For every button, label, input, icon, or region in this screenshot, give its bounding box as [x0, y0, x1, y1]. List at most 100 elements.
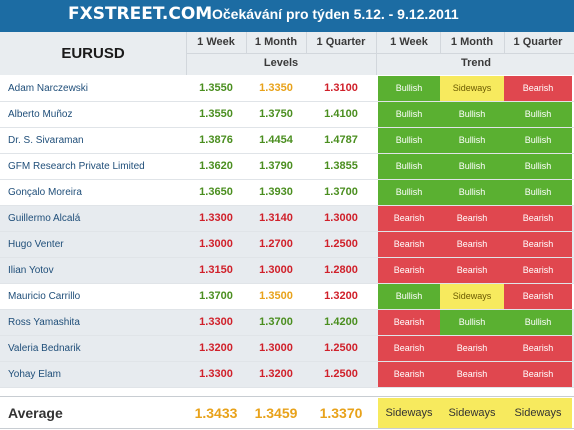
average-trend-week: Sideways [378, 398, 440, 428]
trend-month-badge: Bearish [440, 362, 504, 387]
level-week: 1.3200 [199, 342, 233, 354]
level-week: 1.3150 [199, 264, 233, 276]
row-divider [0, 257, 574, 258]
trend-week-badge: Bearish [378, 232, 440, 257]
table-row: Alberto Muñoz 1.3550 Bullish 1.3750 Bullish 1… [0, 102, 574, 128]
trend-month-badge: Bullish [440, 128, 504, 153]
trend-month-badge: Bullish [440, 102, 504, 127]
trend-week-badge: Bullish [378, 102, 440, 127]
level-quarter: 1.4200 [324, 316, 358, 328]
row-divider [0, 127, 574, 128]
row-divider [0, 205, 574, 206]
row-divider [0, 361, 574, 362]
row-divider [0, 231, 574, 232]
table-row: Valeria Bednarik 1.3200 Bearish 1.3000 Beari… [0, 336, 574, 362]
level-month: 1.3140 [259, 212, 293, 224]
trend-week-badge: Bullish [378, 154, 440, 179]
table-row: Yohay Elam 1.3300 Bearish 1.3200 Bearish 1.25… [0, 362, 574, 388]
table-row: Gonçalo Moreira 1.3650 Bullish 1.3930 Bullis… [0, 180, 574, 206]
average-label: Average [8, 405, 63, 421]
level-quarter: 1.3700 [324, 186, 358, 198]
level-week: 1.3650 [199, 186, 233, 198]
level-month: 1.3790 [259, 160, 293, 172]
table-row: Ilian Yotov 1.3150 Bearish 1.3000 Bearish 1.2… [0, 258, 574, 284]
trend-quarter-badge: Bearish [504, 232, 572, 257]
trend-month-badge: Sideways [440, 76, 504, 101]
header-divider [246, 32, 247, 53]
average-level-quarter: 1.3370 [319, 405, 363, 421]
row-divider [0, 153, 574, 154]
analyst-name[interactable]: Yohay Elam [8, 369, 61, 380]
average-level-week: 1.3433 [194, 405, 238, 421]
header-divider [306, 32, 307, 53]
level-quarter: 1.3200 [324, 290, 358, 302]
trend-week-badge: Bullish [378, 76, 440, 101]
top-bar: FXSTREET.COM Očekávání pro týden 5.12. -… [0, 0, 574, 32]
row-divider [0, 387, 574, 388]
trend-month-badge: Bearish [440, 206, 504, 231]
level-week: 1.3876 [199, 134, 233, 146]
currency-pair-label: EURUSD [61, 45, 125, 62]
trend-week-badge: Bearish [378, 206, 440, 231]
header-divider [440, 32, 441, 53]
level-quarter: 1.3100 [324, 82, 358, 94]
row-divider [0, 283, 574, 284]
level-month: 1.3000 [259, 264, 293, 276]
header-divider [186, 32, 187, 75]
levels-col-quarter: 1 Quarter [316, 36, 366, 48]
analyst-name[interactable]: Ilian Yotov [8, 265, 54, 276]
level-week: 1.3300 [199, 212, 233, 224]
trend-quarter-badge: Bearish [504, 362, 572, 387]
trend-quarter-badge: Bearish [504, 76, 572, 101]
level-quarter: 1.4100 [324, 108, 358, 120]
trend-month-badge: Bearish [440, 258, 504, 283]
trend-month-badge: Bearish [440, 232, 504, 257]
analyst-name[interactable]: Adam Narczewski [8, 83, 89, 94]
trend-week-badge: Bearish [378, 362, 440, 387]
level-month: 1.3350 [259, 82, 293, 94]
trend-quarter-badge: Bullish [504, 102, 572, 127]
level-week: 1.3620 [199, 160, 233, 172]
analyst-name[interactable]: Gonçalo Moreira [8, 187, 82, 198]
analyst-name[interactable]: Ross Yamashita [8, 317, 80, 328]
analyst-name[interactable]: Hugo Venter [8, 239, 64, 250]
average-divider [0, 396, 574, 397]
trend-week-badge: Bullish [378, 284, 440, 309]
trend-week-badge: Bearish [378, 258, 440, 283]
level-month: 1.4454 [259, 134, 293, 146]
trend-quarter-badge: Bearish [504, 258, 572, 283]
trend-quarter-badge: Bullish [504, 180, 572, 205]
fxstreet-logo: FXSTREET.COM [68, 4, 213, 24]
level-quarter: 1.4787 [324, 134, 358, 146]
page-title: Očekávání pro týden 5.12. - 9.12.2011 [212, 6, 459, 22]
average-trend-month: Sideways [440, 398, 504, 428]
level-week: 1.3000 [199, 238, 233, 250]
header-divider [504, 32, 505, 53]
trend-month-badge: Sideways [440, 284, 504, 309]
analyst-name[interactable]: Guillermo Alcalá [8, 213, 81, 224]
trend-col-month: 1 Month [450, 36, 494, 48]
average-trend-quarter: Sideways [504, 398, 572, 428]
level-month: 1.3200 [259, 368, 293, 380]
average-row: Average 1.3433 1.3459 1.3370 Sideways Si… [0, 398, 574, 428]
trend-quarter-badge: Bullish [504, 154, 572, 179]
level-week: 1.3700 [199, 290, 233, 302]
level-quarter: 1.2500 [324, 238, 358, 250]
table-row: Guillermo Alcalá 1.3300 Bearish 1.3140 Beari… [0, 206, 574, 232]
analyst-name[interactable]: Mauricio Carrillo [8, 291, 81, 302]
analyst-name[interactable]: GFM Research Private Limited [8, 161, 145, 172]
analyst-name[interactable]: Alberto Muñoz [8, 109, 73, 120]
level-week: 1.3300 [199, 368, 233, 380]
analyst-name[interactable]: Dr. S. Sivaraman [8, 135, 84, 146]
analyst-name[interactable]: Valeria Bednarik [8, 343, 81, 354]
trend-week-badge: Bearish [378, 310, 440, 335]
trend-quarter-badge: Bullish [504, 310, 572, 335]
table-row: Mauricio Carrillo 1.3700 Bullish 1.3500 Side… [0, 284, 574, 310]
level-quarter: 1.3000 [324, 212, 358, 224]
average-level-month: 1.3459 [254, 405, 298, 421]
header-divider [186, 53, 574, 54]
trend-col-week: 1 Week [390, 36, 428, 48]
level-week: 1.3550 [199, 82, 233, 94]
level-quarter: 1.3855 [324, 160, 358, 172]
level-week: 1.3550 [199, 108, 233, 120]
